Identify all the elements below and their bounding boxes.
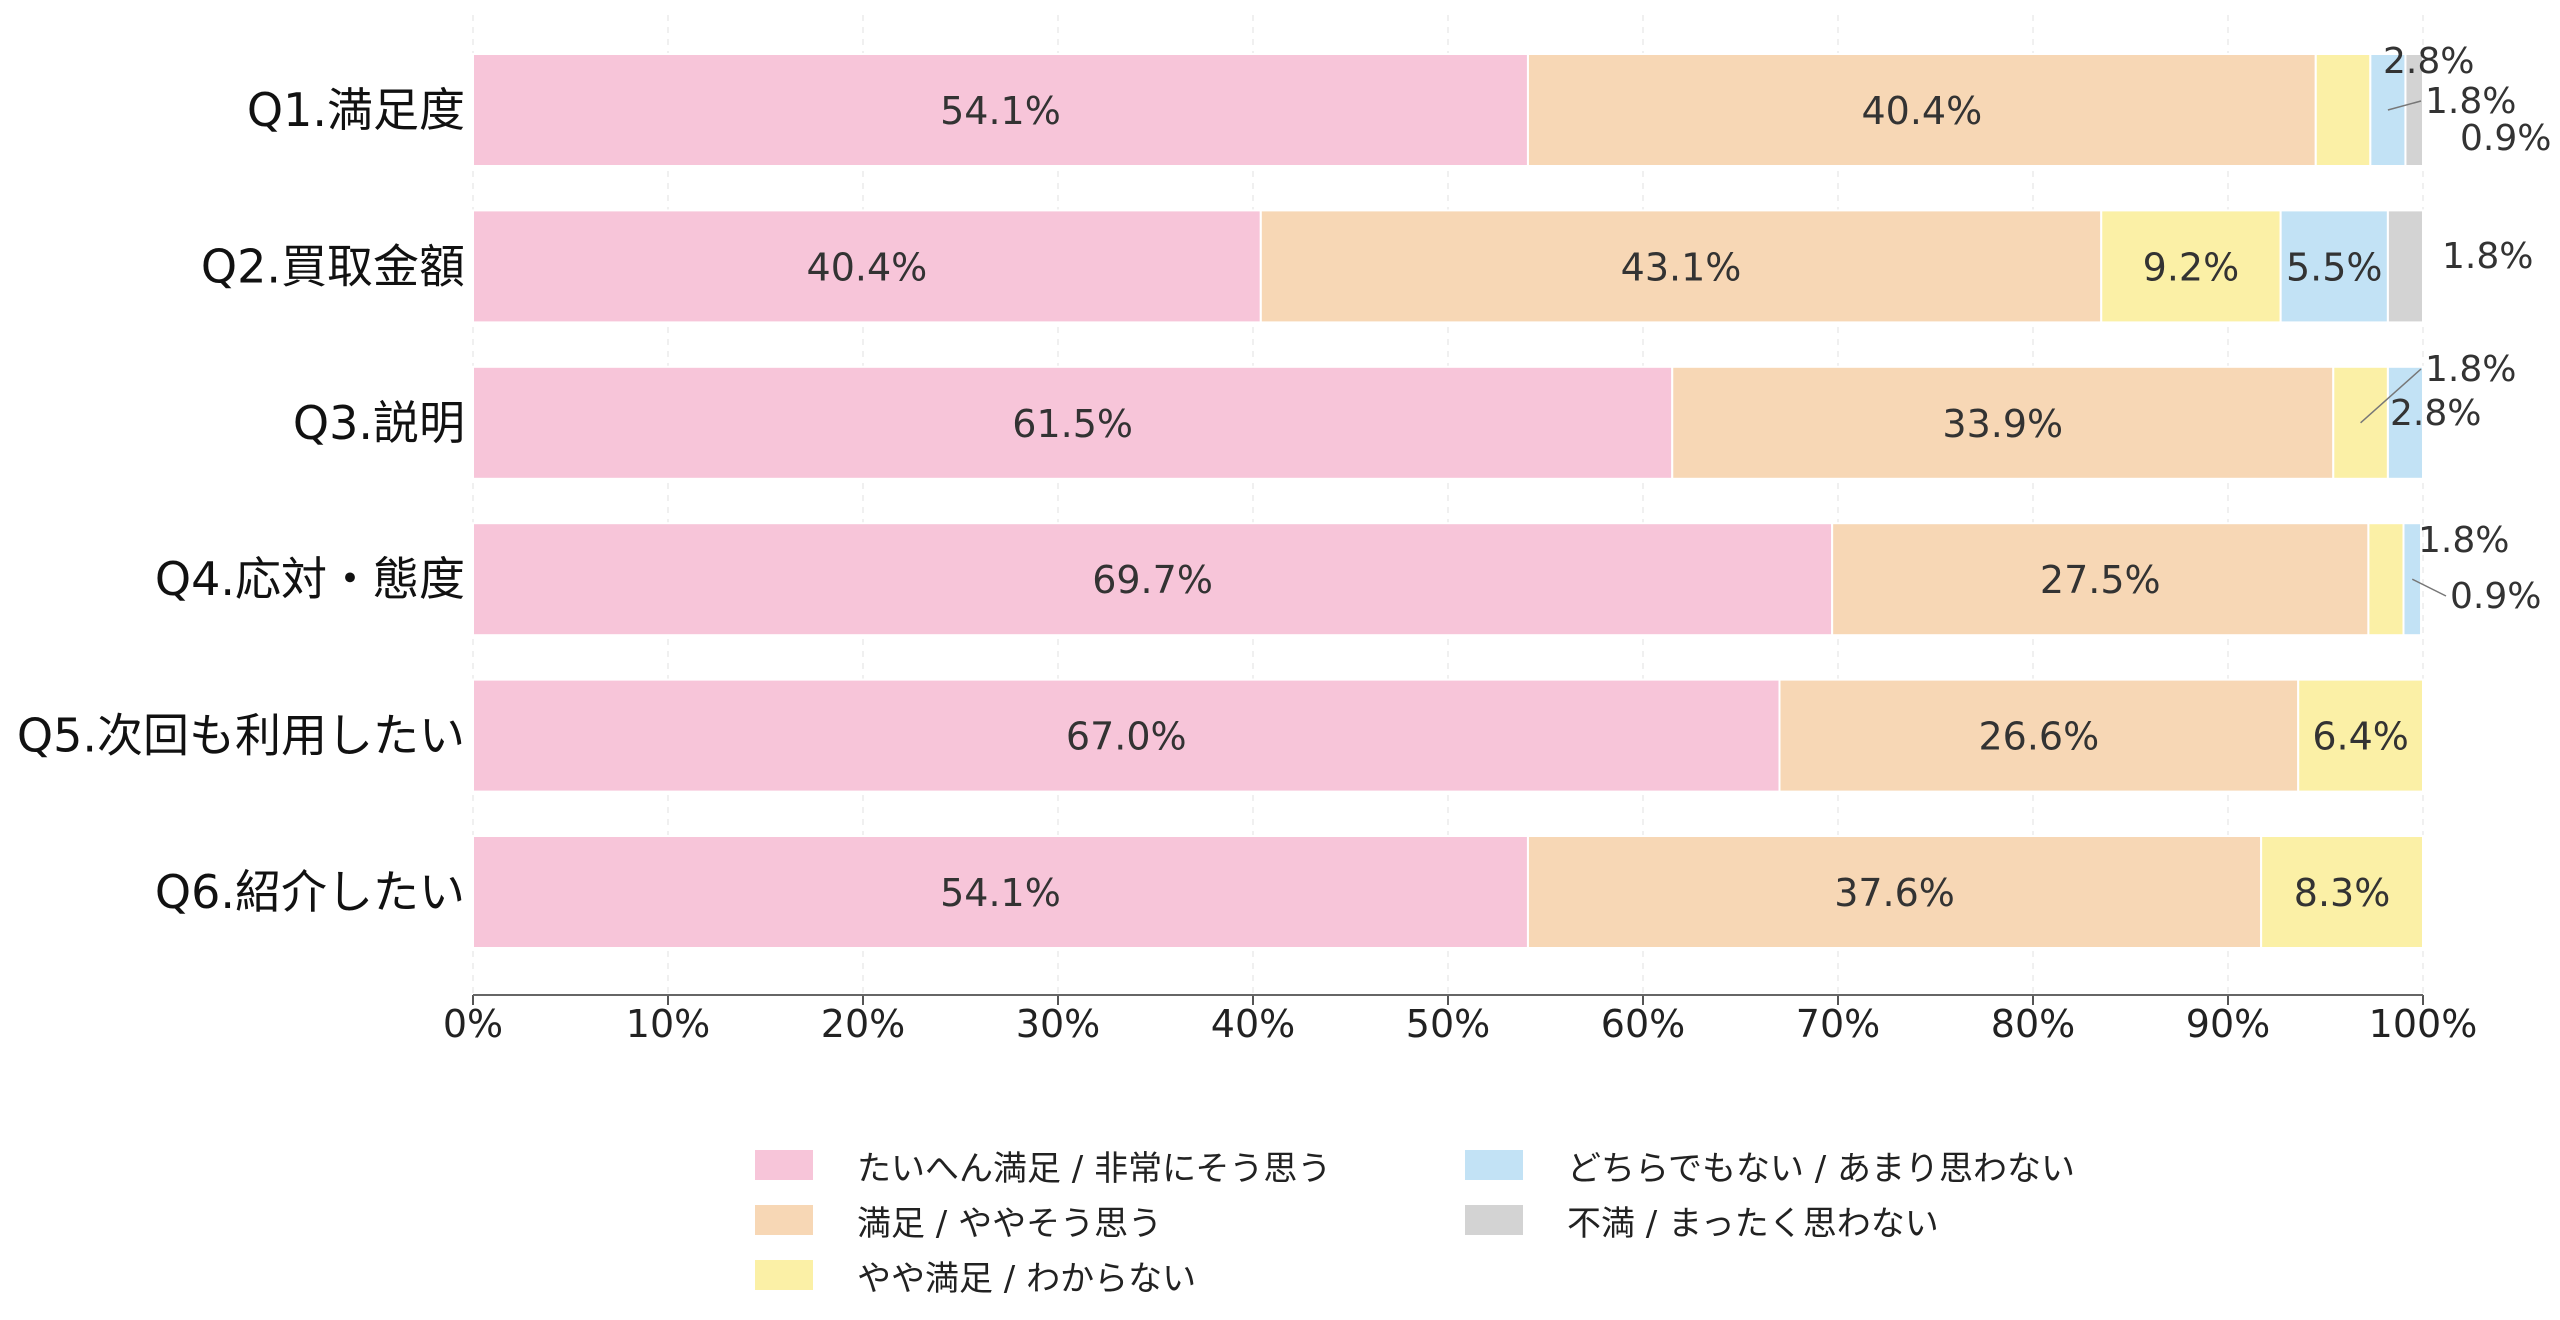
x-tick-label: 70% [1796, 1002, 1880, 1046]
legend-label: 満足 / ややそう思う [857, 1203, 1163, 1244]
legend-item: たいへん満足 / 非常にそう思う [755, 1140, 1331, 1190]
bar-segment [472, 522, 1834, 637]
bar-segment [2404, 53, 2424, 167]
data-label: 37.6% [1834, 871, 1955, 915]
x-tick-label: 20% [821, 1002, 905, 1046]
data-label: 1.8% [2442, 236, 2533, 277]
data-label: 33.9% [1942, 402, 2063, 446]
bar-segment [1259, 209, 2103, 324]
x-tick-label: 80% [1991, 1002, 2075, 1046]
grid-lines [472, 15, 2424, 995]
data-label: 2.8% [2383, 41, 2474, 82]
category-label: Q5.次回も利用したい [17, 709, 465, 763]
data-label: 26.6% [1978, 715, 2099, 759]
legend-swatch [1465, 1205, 1523, 1235]
legend-swatch [1465, 1150, 1523, 1180]
data-label: 40.4% [1861, 89, 1982, 133]
bar-segment [1671, 365, 2335, 480]
category-label: Q2.買取金額 [201, 239, 465, 293]
legend-label: 不満 / まったく思わない [1567, 1203, 1939, 1244]
legend-item: 不満 / まったく思わない [1465, 1195, 1939, 1245]
data-labels: 54.1% 40.4%2.8%1.8%0.9%40.4% 43.1% 9.2% 5.5%… [807, 41, 2552, 915]
legend-swatch [755, 1260, 813, 1290]
bar-segment [472, 365, 1674, 480]
bar-segment [2279, 209, 2389, 324]
data-label: 54.1% [940, 89, 1061, 133]
legend-item: 満足 / ややそう思う [755, 1195, 1162, 1245]
x-tick-label: 60% [1601, 1002, 1685, 1046]
category-label: Q3.説明 [293, 396, 465, 450]
bar-segment [1526, 835, 2263, 949]
data-label: 43.1% [1621, 245, 1742, 289]
data-label: 61.5% [1012, 402, 1133, 446]
x-axis: 0% 10% 20% 30% 40% 50% 60% 70% 80% 90% 100% [443, 994, 2478, 1046]
x-tick-label: 100% [2369, 1002, 2478, 1046]
bar-segment [2314, 53, 2372, 167]
legend-swatch [755, 1150, 813, 1180]
data-label: 2.8% [2390, 393, 2481, 434]
bar-segment [2100, 209, 2282, 324]
x-tick-label: 10% [626, 1002, 710, 1046]
data-label: 69.7% [1092, 558, 1213, 602]
x-tick-label: 50% [1406, 1002, 1490, 1046]
data-label: 0.9% [2460, 118, 2551, 159]
bar-segment [2260, 835, 2424, 949]
legend: たいへん満足 / 非常にそう思う 満足 / ややそう思う やや満足 / わからな… [755, 1140, 2255, 1310]
category-label: Q1.満足度 [247, 83, 465, 137]
x-tick-label: 40% [1211, 1002, 1295, 1046]
data-label: 6.4% [2312, 715, 2409, 759]
data-label: 9.2% [2143, 245, 2240, 289]
category-label: Q4.応対・態度 [155, 552, 465, 606]
legend-label: やや満足 / わからない [857, 1258, 1197, 1299]
category-label: Q6.紹介したい [155, 865, 465, 919]
bar-segment [1526, 53, 2317, 167]
bar-segment [1831, 522, 2370, 637]
x-tick-label: 0% [443, 1002, 503, 1046]
data-label: 5.5% [2286, 245, 2383, 289]
leader-line [2360, 368, 2422, 424]
bar-segment [2386, 365, 2424, 480]
legend-label: たいへん満足 / 非常にそう思う [857, 1148, 1332, 1189]
data-label: 0.9% [2450, 576, 2541, 617]
data-label: 1.8% [2418, 520, 2509, 561]
bar-segment [2297, 678, 2424, 793]
data-label: 67.0% [1066, 715, 1187, 759]
x-tick-label: 90% [2186, 1002, 2270, 1046]
leader-line [2387, 100, 2422, 111]
legend-item: どちらでもない / あまり思わない [1465, 1140, 2075, 1190]
category-labels: Q1.満足度 Q2.買取金額 Q3.説明 Q4.応対・態度 Q5.次回も利用したい Q6.… [17, 83, 465, 919]
data-label: 40.4% [807, 245, 928, 289]
leader-line [2411, 578, 2447, 597]
bar-segment [472, 835, 1529, 949]
bars [472, 53, 2424, 949]
bar-segment [472, 678, 1781, 793]
data-label: 1.8% [2425, 349, 2516, 390]
legend-label: どちらでもない / あまり思わない [1567, 1148, 2076, 1189]
bar-segment [2367, 522, 2405, 637]
data-label: 8.3% [2294, 871, 2391, 915]
data-label: 54.1% [940, 871, 1061, 915]
legend-item: やや満足 / わからない [755, 1250, 1196, 1300]
bar-segment [472, 209, 1262, 324]
data-label: 1.8% [2425, 81, 2516, 122]
bar-segment [472, 53, 1529, 167]
bar-segment [1778, 678, 2300, 793]
legend-swatch [755, 1205, 813, 1235]
data-label: 27.5% [2040, 558, 2161, 602]
bar-segment [2386, 209, 2424, 324]
x-tick-label: 30% [1016, 1002, 1100, 1046]
